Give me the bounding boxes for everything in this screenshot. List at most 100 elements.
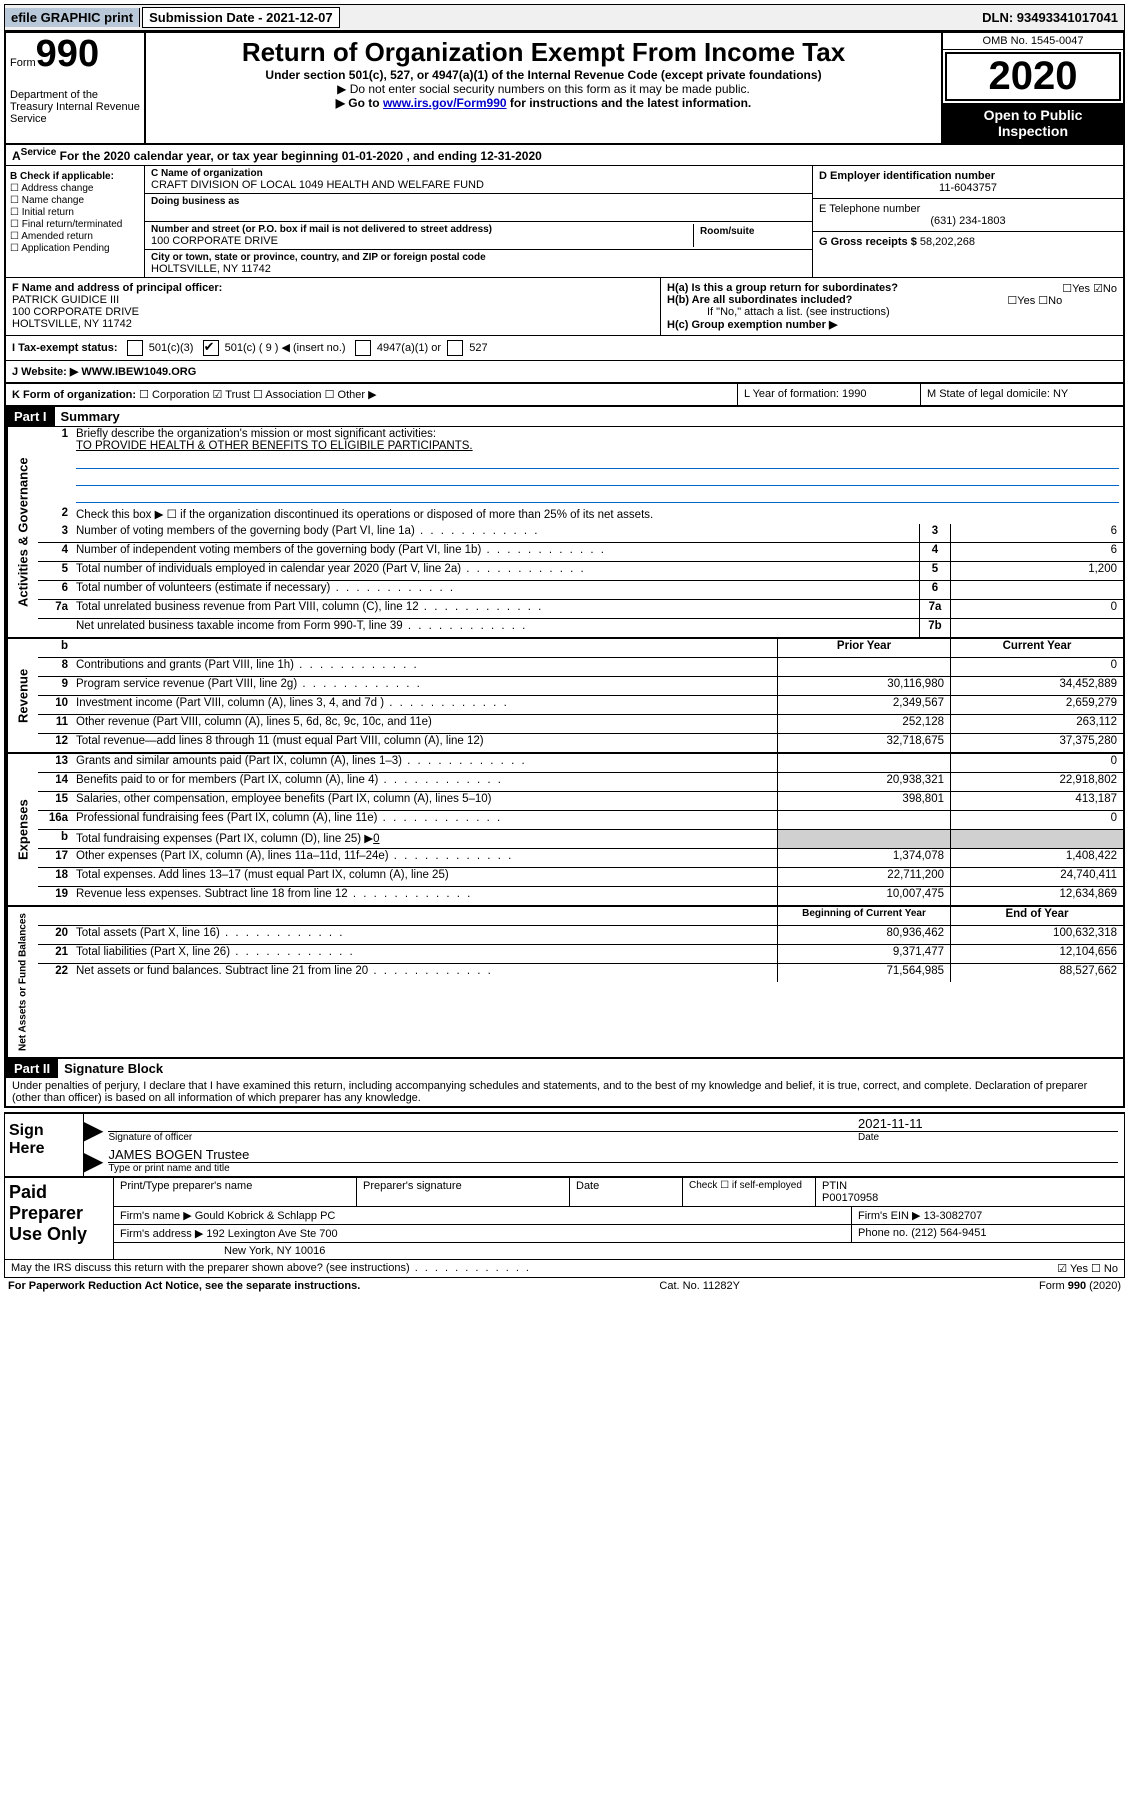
state-domicile: M State of legal domicile: NY: [921, 384, 1123, 405]
l22-prior: 71,564,985: [777, 964, 950, 982]
q7a-text: Total unrelated business revenue from Pa…: [72, 600, 919, 618]
form-version: Form 990 (2020): [1039, 1280, 1121, 1292]
l19-desc: Revenue less expenses. Subtract line 18 …: [72, 887, 777, 905]
side-net-assets: Net Assets or Fund Balances: [6, 907, 38, 1057]
l11-prior: 252,128: [777, 715, 950, 733]
l18-prior: 22,711,200: [777, 868, 950, 886]
firm-phone: (212) 564-9451: [911, 1227, 986, 1239]
submission-date-button[interactable]: Submission Date - 2021-12-07: [142, 7, 340, 28]
check-address-change[interactable]: ☐ Address change: [10, 183, 140, 194]
begin-year-header: Beginning of Current Year: [777, 907, 950, 925]
check-527[interactable]: [447, 340, 463, 356]
dln-label: DLN: 93493341017041: [976, 8, 1124, 27]
address-label: Number and street (or P.O. box if mail i…: [151, 224, 693, 235]
org-name-label: C Name of organization: [151, 168, 806, 179]
check-501c[interactable]: [203, 340, 219, 356]
officer-label: F Name and address of principal officer:: [12, 282, 222, 294]
part-1-title: Summary: [55, 407, 126, 426]
l16a-curr: 0: [950, 811, 1123, 829]
org-name: CRAFT DIVISION OF LOCAL 1049 HEALTH AND …: [151, 179, 806, 191]
instruction-1: ▶ Do not enter social security numbers o…: [150, 82, 937, 96]
part-2-header: Part II: [6, 1059, 58, 1078]
q6-text: Total number of volunteers (estimate if …: [72, 581, 919, 599]
officer-addr2: HOLTSVILLE, NY 11742: [12, 318, 132, 330]
side-expenses: Expenses: [6, 754, 38, 905]
hb-answer[interactable]: ☐Yes ☐No: [1007, 294, 1062, 307]
arrow-icon: ▶: [84, 1147, 102, 1176]
q7a-value: 0: [950, 600, 1123, 618]
form-word: Form: [10, 57, 36, 69]
check-4947[interactable]: [355, 340, 371, 356]
check-amended-return[interactable]: ☐ Amended return: [10, 231, 140, 242]
l10-prior: 2,349,567: [777, 696, 950, 714]
sign-date: 2021-11-11: [858, 1116, 1118, 1131]
q4-value: 6: [950, 543, 1123, 561]
gross-receipts-value: 58,202,268: [920, 236, 975, 248]
l19-curr: 12,634,869: [950, 887, 1123, 905]
tax-period: AService For the 2020 calendar year, or …: [6, 145, 1123, 166]
q5-value: 1,200: [950, 562, 1123, 580]
check-final-return[interactable]: ☐ Final return/terminated: [10, 219, 140, 230]
firm-ein: 13-3082707: [924, 1210, 983, 1222]
firm-name-label: Firm's name ▶: [120, 1210, 195, 1222]
date-label: Date: [858, 1132, 1118, 1143]
l21-desc: Total liabilities (Part X, line 26): [72, 945, 777, 963]
ha-label: H(a) Is this a group return for subordin…: [667, 282, 898, 294]
city-label: City or town, state or province, country…: [151, 252, 806, 263]
dba-label: Doing business as: [151, 196, 806, 207]
l13-curr: 0: [950, 754, 1123, 772]
ha-answer[interactable]: ☐Yes ☑No: [1062, 282, 1117, 295]
officer-addr1: 100 CORPORATE DRIVE: [12, 306, 139, 318]
l14-curr: 22,918,802: [950, 773, 1123, 791]
form-org-opts[interactable]: ☐ Corporation ☑ Trust ☐ Association ☐ Ot…: [139, 389, 376, 401]
l9-desc: Program service revenue (Part VIII, line…: [72, 677, 777, 695]
check-name-change[interactable]: ☐ Name change: [10, 195, 140, 206]
l17-curr: 1,408,422: [950, 849, 1123, 867]
year-formation: L Year of formation: 1990: [738, 384, 921, 405]
officer-name: PATRICK GUIDICE III: [12, 294, 119, 306]
check-501c3[interactable]: [127, 340, 143, 356]
l17-prior: 1,374,078: [777, 849, 950, 867]
form990-link[interactable]: www.irs.gov/Form990: [383, 96, 507, 110]
l9-curr: 34,452,889: [950, 677, 1123, 695]
omb-number: OMB No. 1545-0047: [943, 33, 1123, 50]
instruction-2: ▶ Go to www.irs.gov/Form990 for instruct…: [150, 96, 937, 110]
l15-curr: 413,187: [950, 792, 1123, 810]
end-year-header: End of Year: [950, 907, 1123, 925]
check-initial-return[interactable]: ☐ Initial return: [10, 207, 140, 218]
discuss-answer[interactable]: ☑ Yes ☐ No: [958, 1262, 1118, 1275]
self-employed-check[interactable]: Check ☐ if self-employed: [683, 1178, 816, 1206]
l17-desc: Other expenses (Part IX, column (A), lin…: [72, 849, 777, 867]
hc-label: H(c) Group exemption number ▶: [667, 319, 837, 331]
q3-text: Number of voting members of the governin…: [72, 524, 919, 542]
q3-value: 6: [950, 524, 1123, 542]
firm-addr2: New York, NY 10016: [114, 1243, 1124, 1259]
l12-desc: Total revenue—add lines 8 through 11 (mu…: [72, 734, 777, 752]
signature-label: Signature of officer: [108, 1132, 858, 1143]
form-title: Return of Organization Exempt From Incom…: [150, 37, 937, 68]
ptin-label: PTIN: [822, 1180, 847, 1192]
firm-addr1: 192 Lexington Ave Ste 700: [206, 1228, 337, 1240]
prior-year-header: Prior Year: [777, 639, 950, 657]
q1-label: Briefly describe the organization's miss…: [76, 428, 436, 440]
l13-prior: [777, 754, 950, 772]
section-b-checkboxes: B Check if applicable: ☐ Address change …: [6, 166, 145, 277]
firm-name: Gould Kobrick & Schlapp PC: [195, 1210, 336, 1222]
l15-prior: 398,801: [777, 792, 950, 810]
mission-text: TO PROVIDE HEALTH & OTHER BENEFITS TO EL…: [76, 440, 473, 452]
part-2-title: Signature Block: [58, 1059, 169, 1078]
q4-text: Number of independent voting members of …: [72, 543, 919, 561]
ptin-value: P00170958: [822, 1192, 878, 1204]
paperwork-notice: For Paperwork Reduction Act Notice, see …: [8, 1280, 360, 1292]
preparer-name-header: Print/Type preparer's name: [114, 1178, 357, 1206]
firm-addr-label: Firm's address ▶: [120, 1228, 206, 1240]
form-org-label: K Form of organization:: [12, 389, 136, 401]
room-label: Room/suite: [700, 226, 800, 237]
check-application-pending[interactable]: ☐ Application Pending: [10, 243, 140, 254]
efile-print-button[interactable]: efile GRAPHIC print: [5, 8, 140, 27]
q7b-text: Net unrelated business taxable income fr…: [72, 619, 919, 637]
l8-prior: [777, 658, 950, 676]
preparer-sig-header: Preparer's signature: [357, 1178, 570, 1206]
form-number: 990: [36, 33, 99, 75]
l20-prior: 80,936,462: [777, 926, 950, 944]
